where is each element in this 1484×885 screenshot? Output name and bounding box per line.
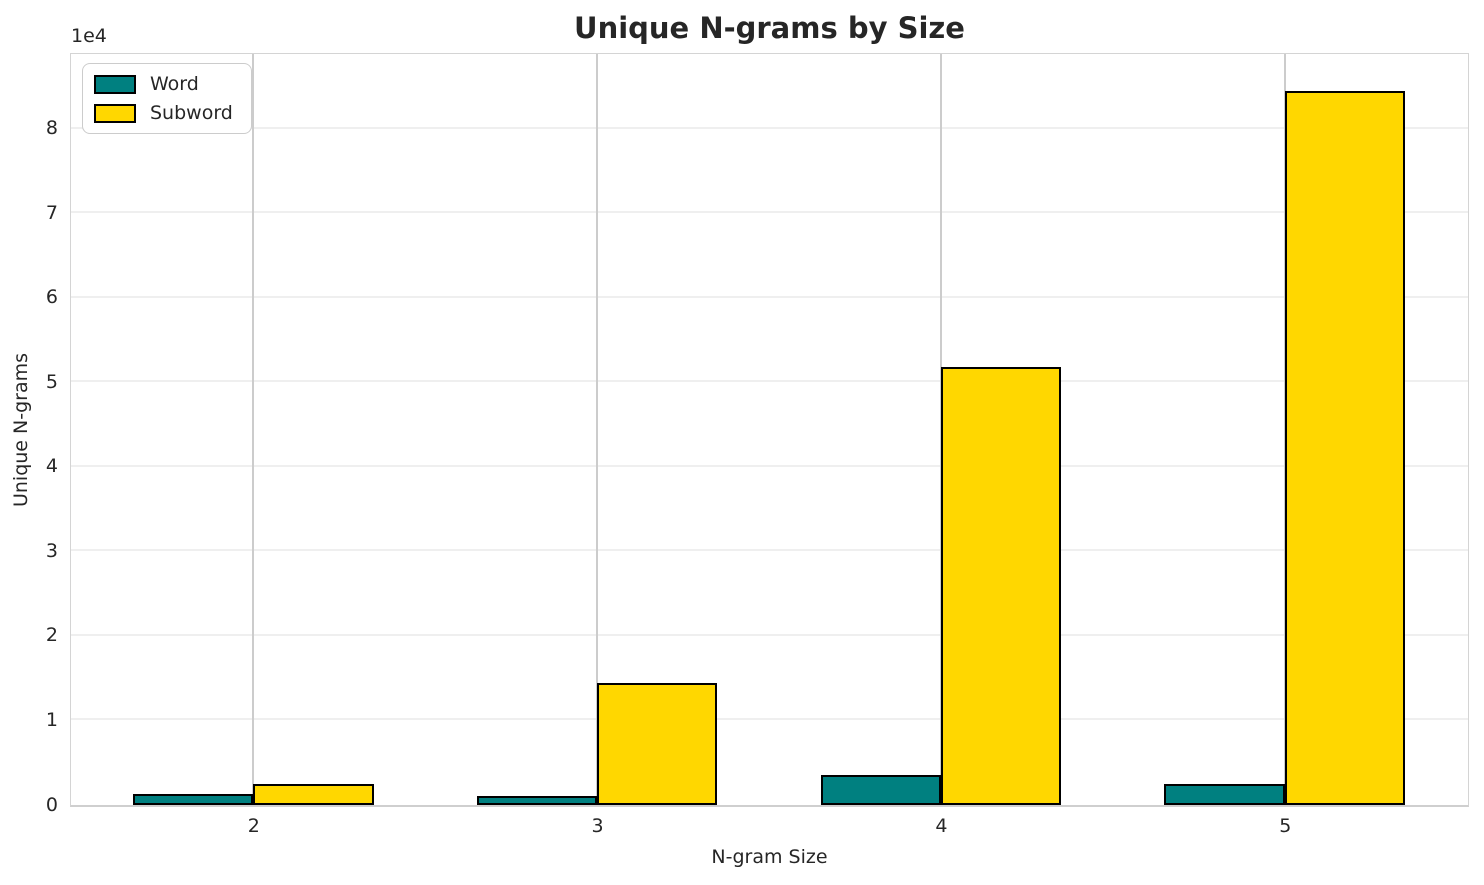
bar-subword-5 [1284,90,1406,805]
legend-swatch-word [94,74,136,94]
x-tick-label-4: 4 [935,815,948,837]
y-tick-label-5: 5 [45,370,58,393]
gridline-x-2 [252,54,255,805]
bar-word-3 [476,795,598,805]
legend-item-subword: Subword [94,102,233,124]
legend-swatch-subword [94,103,136,123]
bar-word-5 [1164,784,1285,805]
gridline-y-1 [71,718,1468,721]
y-tick-label-1: 1 [45,708,58,731]
bar-word-2 [132,794,254,805]
legend: Word Subword [82,63,252,134]
bar-subword-2 [253,784,374,805]
y-tick-label-8: 8 [45,117,58,140]
x-tick-label-2: 2 [247,815,260,837]
y-tick-label-3: 3 [45,539,58,562]
x-tick-label-5: 5 [1279,815,1292,837]
y-tick-label-6: 6 [45,286,58,309]
gridline-y-6 [71,295,1468,298]
gridline-y-5 [71,380,1468,383]
bar-subword-4 [940,367,1062,805]
gridline-y-2 [71,633,1468,636]
chart-title: Unique N-grams by Size [574,11,965,45]
legend-label-subword: Subword [150,102,233,124]
gridline-y-8 [71,126,1468,129]
gridline-y-4 [71,464,1468,467]
legend-item-word: Word [94,73,233,95]
bar-subword-3 [597,683,718,805]
x-axis-label: N-gram Size [711,846,828,868]
y-tick-label-7: 7 [45,201,58,224]
y-tick-label-2: 2 [45,624,58,647]
gridline-y-3 [71,549,1468,552]
gridline-y-7 [71,211,1468,214]
legend-label-word: Word [150,73,199,95]
y-tick-label-4: 4 [45,455,58,478]
y-tick-label-0: 0 [45,793,58,816]
gridline-x-3 [596,54,599,805]
plot-area [70,53,1469,807]
y-axis-offset-text: 1e4 [71,25,107,47]
bar-word-4 [820,774,941,805]
x-tick-label-3: 3 [591,815,604,837]
